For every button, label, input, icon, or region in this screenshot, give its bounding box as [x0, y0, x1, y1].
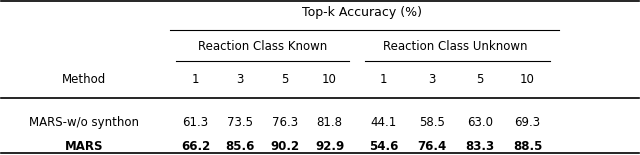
Text: MARS: MARS	[65, 140, 103, 153]
Text: 81.8: 81.8	[317, 116, 342, 129]
Text: 44.1: 44.1	[371, 116, 397, 129]
Text: 3: 3	[428, 73, 435, 86]
Text: 88.5: 88.5	[513, 140, 542, 153]
Text: 66.2: 66.2	[181, 140, 210, 153]
Text: 3: 3	[237, 73, 244, 86]
Text: 85.6: 85.6	[225, 140, 255, 153]
Text: 58.5: 58.5	[419, 116, 445, 129]
Text: 5: 5	[476, 73, 483, 86]
Text: 73.5: 73.5	[227, 116, 253, 129]
Text: 83.3: 83.3	[465, 140, 494, 153]
Text: 92.9: 92.9	[315, 140, 344, 153]
Text: 90.2: 90.2	[270, 140, 300, 153]
Text: Reaction Class Unknown: Reaction Class Unknown	[383, 40, 528, 53]
Text: Top-k Accuracy (%): Top-k Accuracy (%)	[301, 6, 422, 19]
Text: 54.6: 54.6	[369, 140, 399, 153]
Text: Method: Method	[61, 73, 106, 86]
Text: 76.4: 76.4	[417, 140, 446, 153]
Text: 76.3: 76.3	[272, 116, 298, 129]
Text: 63.0: 63.0	[467, 116, 493, 129]
Text: 5: 5	[281, 73, 289, 86]
Text: 10: 10	[322, 73, 337, 86]
Text: 69.3: 69.3	[515, 116, 541, 129]
Text: 1: 1	[380, 73, 388, 86]
Text: MARS-w/o synthon: MARS-w/o synthon	[29, 116, 139, 129]
Text: 10: 10	[520, 73, 535, 86]
Text: 1: 1	[192, 73, 199, 86]
Text: Reaction Class Known: Reaction Class Known	[198, 40, 327, 53]
Text: 61.3: 61.3	[182, 116, 209, 129]
